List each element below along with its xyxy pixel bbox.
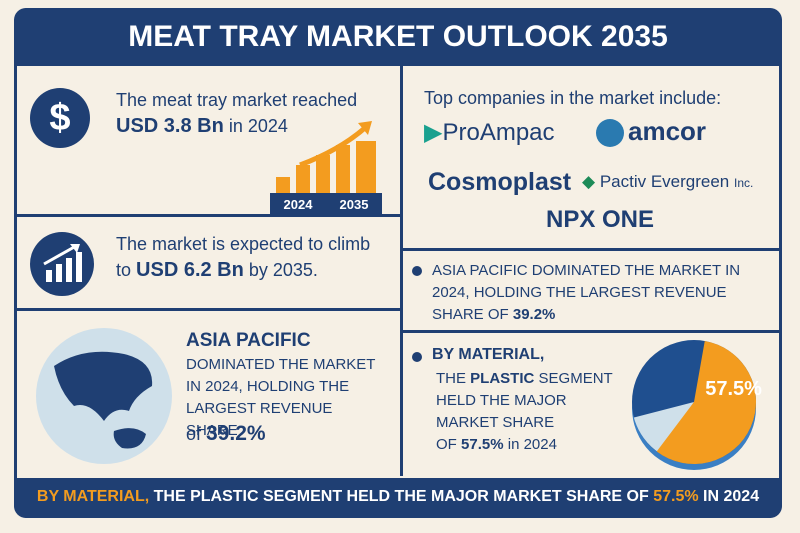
title-band bbox=[14, 8, 782, 66]
value: USD 3.8 Bn bbox=[116, 115, 224, 137]
heading: ASIA PACIFIC bbox=[186, 330, 311, 351]
value: USD 6.2 Bn bbox=[136, 259, 244, 281]
bar-label: 2024 bbox=[284, 197, 314, 212]
logo-text: NPX ONE bbox=[546, 206, 655, 233]
divider bbox=[14, 214, 402, 217]
value: 39.2% bbox=[206, 422, 266, 445]
heading: Top companies in the market include: bbox=[424, 88, 722, 108]
title: MEAT TRAY MARKET OUTLOOK 2035 bbox=[128, 20, 668, 53]
growth-graphic: 2024 2035 bbox=[270, 121, 382, 215]
logo-text: ProAmpac bbox=[442, 119, 555, 146]
logo: ▶ProAmpac bbox=[424, 119, 555, 146]
text: The market is expected to climb bbox=[116, 234, 371, 254]
logo-text: Pactiv Evergreen bbox=[599, 172, 730, 191]
text: The meat tray market reached bbox=[116, 90, 358, 110]
text: of bbox=[186, 424, 202, 444]
logo: ◆ Pactiv Evergreen Inc. bbox=[582, 172, 754, 191]
text: ASIA PACIFIC DOMINATED THE MARKET IN 202… bbox=[432, 262, 741, 323]
divider bbox=[400, 248, 782, 251]
bar-icon bbox=[356, 141, 376, 193]
text: BY MATERIAL, bbox=[36, 488, 150, 505]
text-row: ASIA PACIFIC DOMINATED THE MARKET IN 202… bbox=[432, 260, 762, 326]
heading: BY MATERIAL, bbox=[432, 346, 545, 363]
logo-text: Cosmoplast bbox=[428, 168, 572, 196]
value: 39.2% bbox=[512, 306, 556, 323]
text: DOMINATED THE MARKET IN 2024, HOLDING TH… bbox=[186, 356, 376, 439]
bar-label: 2035 bbox=[340, 197, 369, 212]
logo-text: amcor bbox=[628, 116, 707, 146]
divider bbox=[400, 330, 782, 333]
bar-icon bbox=[276, 177, 290, 193]
divider bbox=[14, 308, 402, 311]
text: OF bbox=[436, 436, 457, 453]
arrow-head bbox=[358, 121, 372, 135]
text: to bbox=[116, 260, 132, 280]
text: IN 2024 bbox=[703, 488, 760, 505]
text: THE bbox=[436, 370, 466, 387]
text: THE PLASTIC SEGMENT HELD THE MAJOR MARKE… bbox=[153, 488, 649, 505]
map-globe bbox=[36, 328, 172, 464]
text: in 2024 bbox=[228, 116, 288, 136]
value: 57.5% bbox=[461, 436, 504, 453]
bar-icon bbox=[316, 155, 330, 193]
footer: BY MATERIAL, THE PLASTIC SEGMENT HELD TH… bbox=[14, 488, 782, 506]
logo-suffix: Inc. bbox=[734, 176, 754, 190]
logo: amcor bbox=[596, 116, 707, 148]
text-row: to USD 6.2 Bn by 2035. bbox=[116, 258, 318, 282]
pie-rest-light bbox=[633, 402, 694, 454]
bar-icon bbox=[296, 165, 310, 193]
dollar-icon: $ bbox=[30, 88, 90, 148]
label-band bbox=[270, 193, 382, 215]
text: by 2035. bbox=[248, 260, 318, 280]
pie-label: 57.5% bbox=[705, 378, 762, 400]
bar-icon bbox=[336, 145, 350, 193]
pie-chart: 57.5% bbox=[632, 340, 762, 470]
text: SEGMENT HELD THE MAJOR MARKET SHARE bbox=[436, 370, 613, 431]
value: 57.5% bbox=[653, 488, 699, 505]
footer-band bbox=[14, 478, 782, 518]
chart-icon bbox=[30, 232, 94, 296]
text: PLASTIC bbox=[470, 370, 535, 387]
text: in 2024 bbox=[507, 436, 557, 453]
text-row: THE PLASTIC SEGMENT HELD THE MAJOR MARKE… bbox=[436, 368, 614, 434]
divider bbox=[400, 66, 403, 476]
arrow bbox=[299, 125, 368, 168]
bullet bbox=[412, 266, 422, 276]
pie-slice bbox=[656, 340, 756, 464]
text-row: USD 3.8 Bn in 2024 bbox=[116, 114, 288, 138]
text-row: of 39.2% bbox=[186, 422, 266, 446]
text-row: OF 57.5% in 2024 bbox=[436, 434, 557, 456]
bullet bbox=[412, 352, 422, 362]
